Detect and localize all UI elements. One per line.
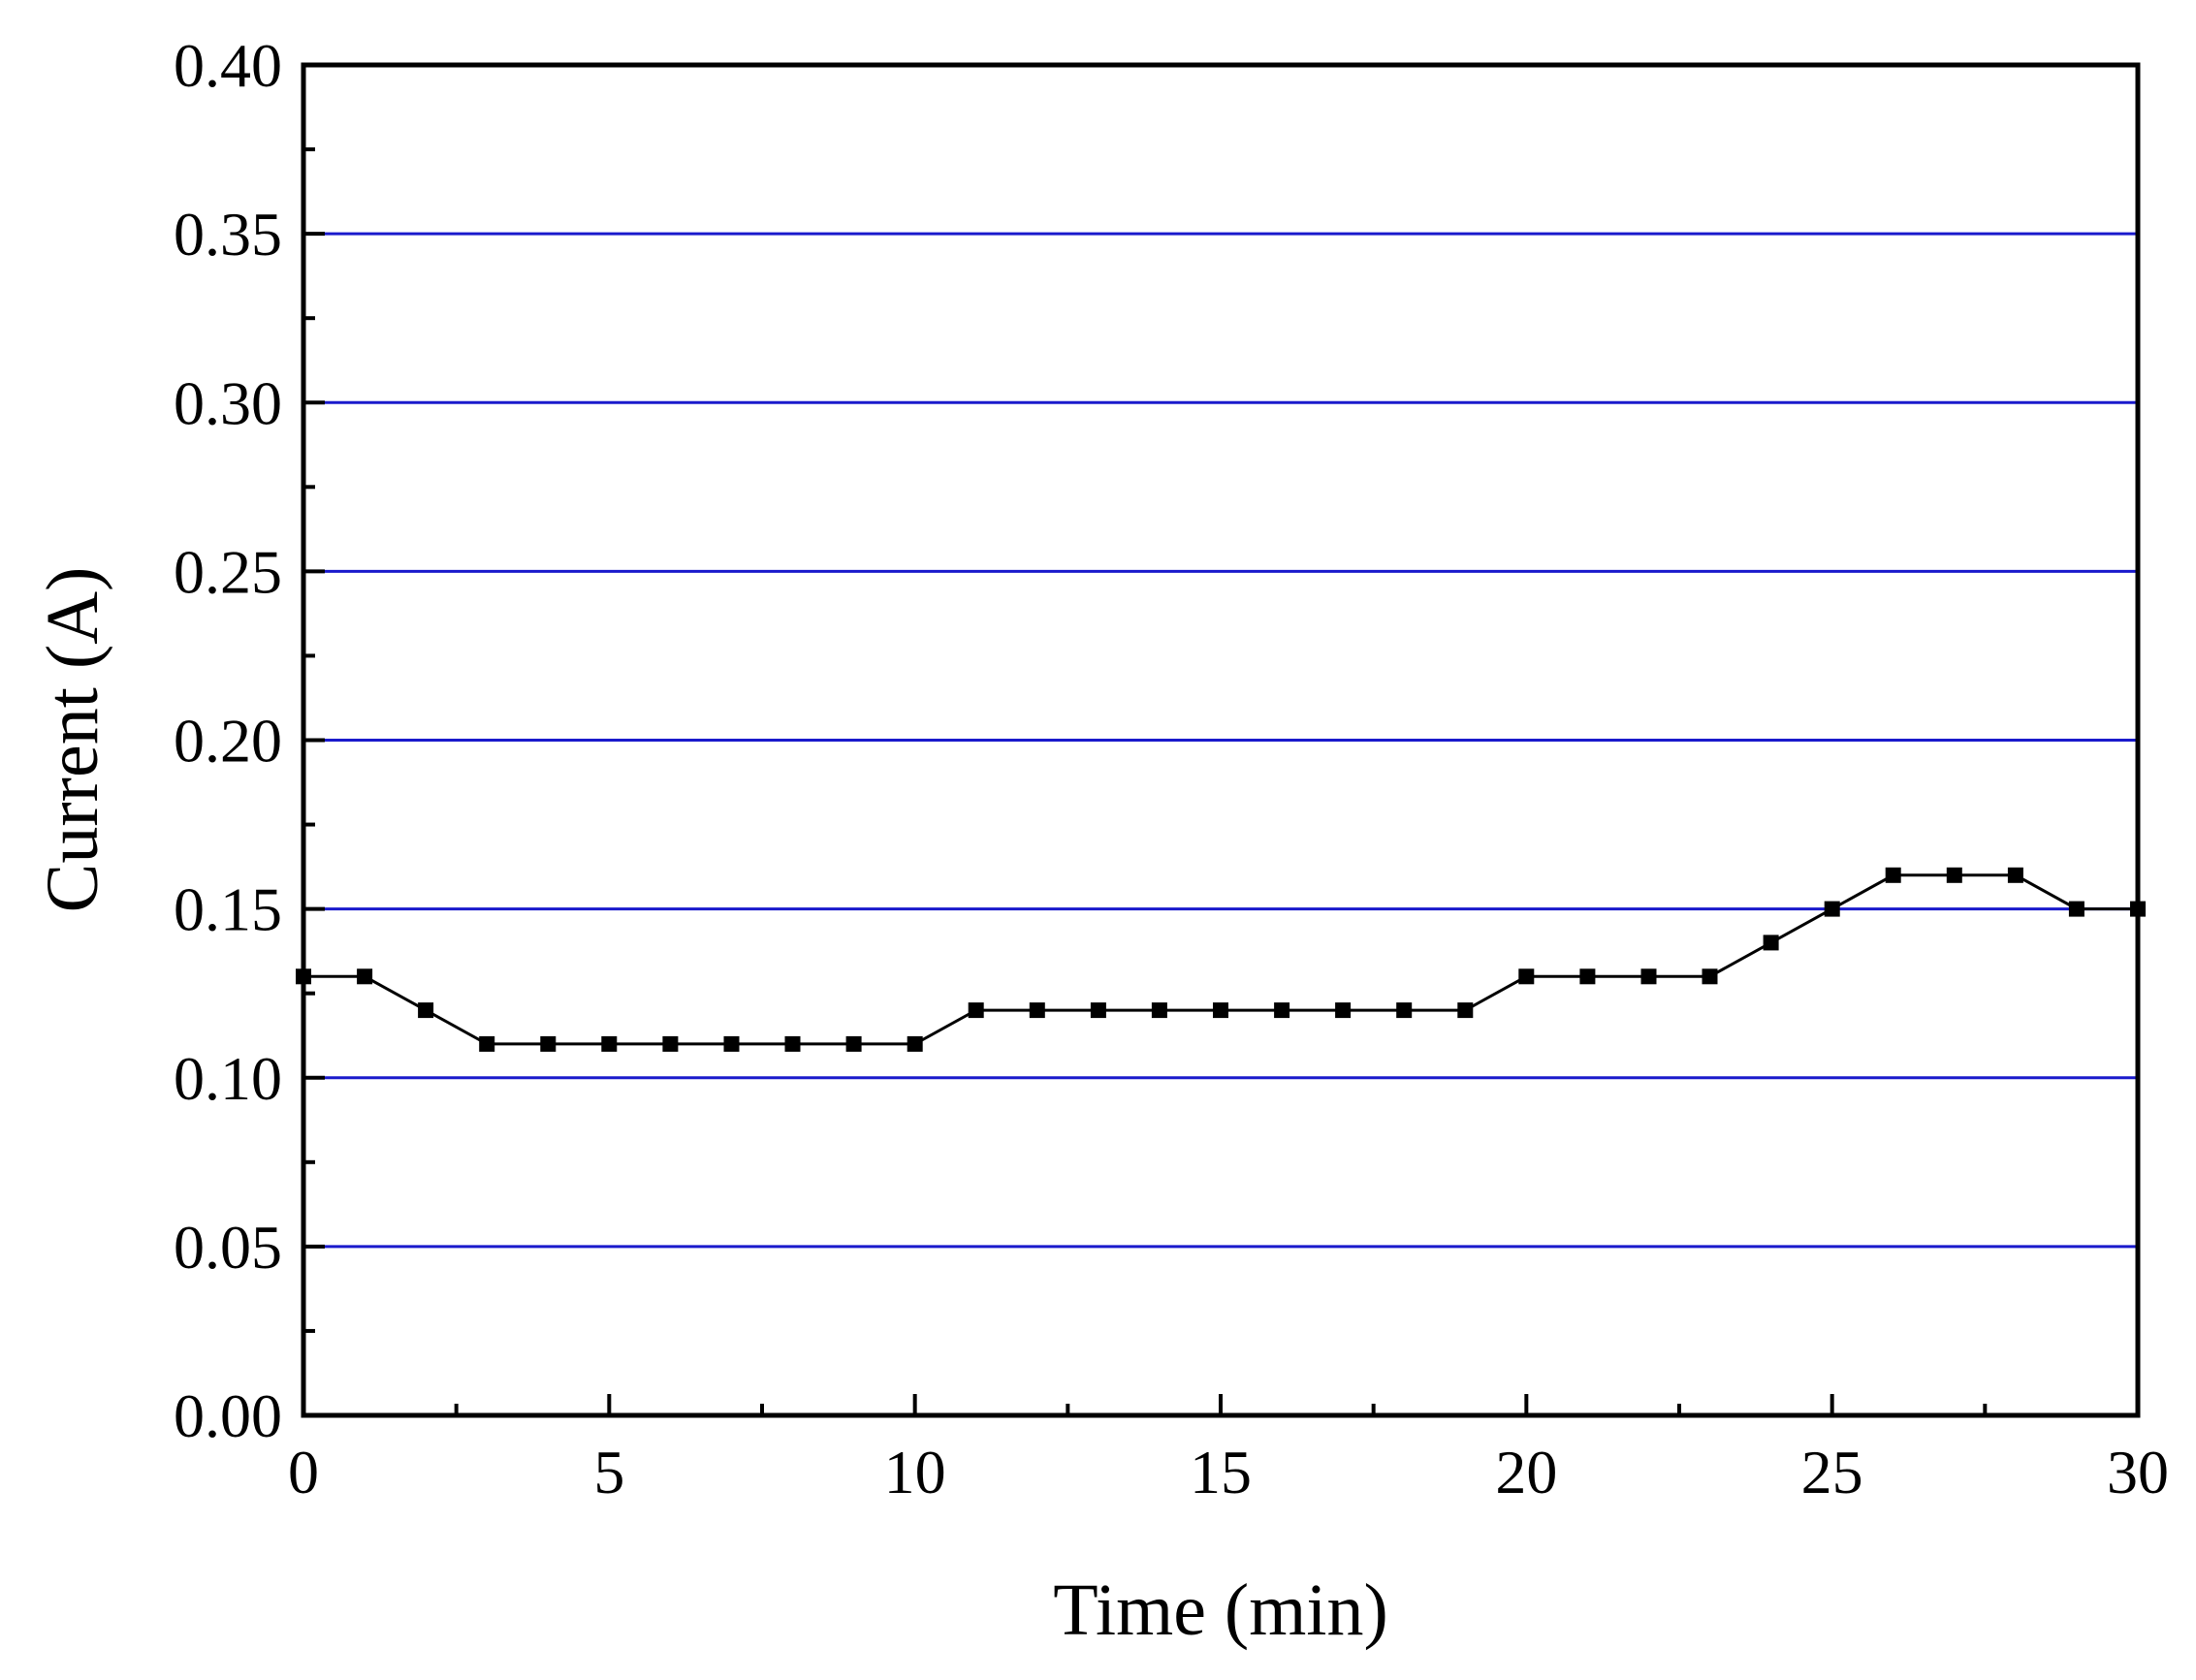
y-tick-label: 0.15 [174,875,282,944]
y-tick-label: 0.05 [174,1213,282,1282]
data-point [1579,968,1596,985]
grid-lines [303,232,2138,1249]
data-point [357,968,373,985]
y-tick-label: 0.00 [174,1381,282,1450]
data-point [1090,1002,1106,1019]
data-point [1029,1002,1045,1019]
data-point [907,1035,923,1052]
series-1 [296,867,2146,1052]
x-tick-label: 10 [884,1438,946,1506]
data-point [479,1035,495,1052]
data-point [1946,867,1962,883]
x-tick-label: 5 [593,1438,624,1506]
x-axis-title: Time (min) [1053,1569,1388,1651]
data-point [1274,1002,1290,1019]
y-tick-label: 0.25 [174,537,282,606]
data-point [1640,968,1657,985]
x-tick-label: 30 [2107,1438,2169,1506]
data-point [1457,1002,1474,1019]
data-point [1702,968,1718,985]
y-tick-label: 0.30 [174,368,282,437]
data-point [2007,867,2023,883]
series-line [303,873,2138,1046]
y-tick-label: 0.40 [174,31,282,100]
data-point [1824,901,1840,917]
y-axis-title: Current (A) [32,567,113,913]
plot-area-frame [301,62,2141,1418]
data-point [601,1035,618,1052]
y-tick-label: 0.35 [174,200,282,269]
data-point [1213,1002,1228,1019]
x-tick-label: 25 [1801,1438,1863,1506]
data-point [1518,968,1535,985]
data-point [662,1035,679,1052]
data-point [418,1002,434,1019]
data-point [1885,867,1901,883]
x-tick-label: 15 [1190,1438,1252,1506]
data-point [723,1035,740,1052]
x-tick-label: 0 [288,1438,319,1506]
data-point [968,1002,984,1019]
data-point [1335,1002,1352,1019]
data-point [784,1035,801,1052]
y-tick-label: 0.10 [174,1044,282,1113]
data-point [1763,935,1779,951]
data-point [1151,1002,1167,1019]
x-tick-label: 20 [1495,1438,1557,1506]
data-point [845,1035,862,1052]
data-point [2068,901,2085,917]
y-tick-label: 0.20 [174,707,282,776]
data-point [1396,1002,1413,1019]
tick-labels: 0.00 0.05 0.10 0.15 0.20 0.25 0.30 0.35 0.40 0 5 10… [174,31,2169,1506]
data-point [540,1035,557,1052]
